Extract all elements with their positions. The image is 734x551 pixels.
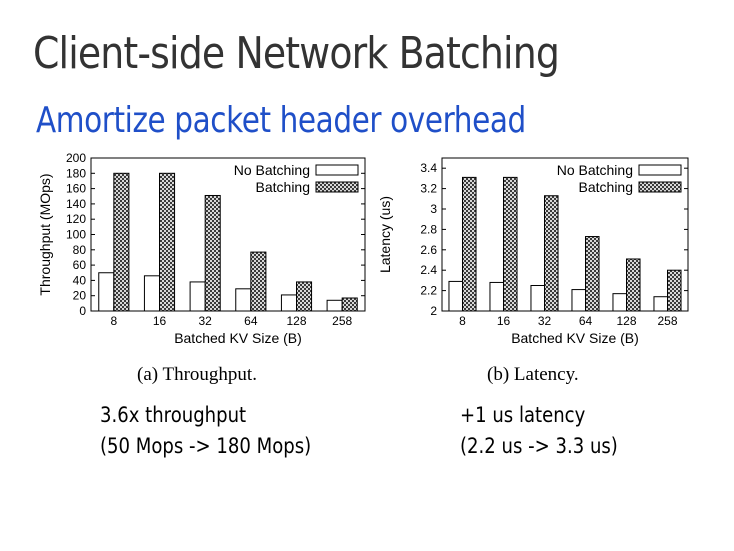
- latency-bar-no-batching: [448, 280, 464, 312]
- latency-ytick-label: 2: [430, 304, 437, 318]
- throughput-callout-line2: (50 Mops -> 180 Mops): [100, 434, 312, 458]
- throughput-bar-no-batching: [235, 288, 252, 312]
- latency-caption: (b) Latency.: [487, 364, 579, 385]
- throughput-callout: 3.6x throughput (50 Mops -> 180 Mops): [100, 400, 311, 462]
- latency-bar-no-batching: [571, 289, 586, 312]
- throughput-ytick-label: 180: [66, 166, 86, 180]
- throughput-bar-no-batching: [189, 281, 206, 312]
- latency-bar-no-batching: [489, 281, 505, 312]
- latency-ytick-label: 3: [430, 202, 437, 216]
- throughput-xtick-label: 32: [198, 314, 212, 328]
- latency-bar-no-batching: [612, 293, 627, 312]
- latency-bar-batching: [462, 176, 477, 312]
- latency-xtick-label: 16: [497, 314, 511, 328]
- latency-ytick-label: 2.4: [420, 263, 437, 277]
- slide-subtitle: Amortize packet header overhead: [36, 100, 526, 141]
- latency-ytick-label: 3.2: [420, 182, 437, 196]
- throughput-bar-no-batching: [98, 272, 115, 312]
- throughput-legend-label: Batching: [256, 179, 310, 195]
- throughput-ytick-label: 20: [73, 289, 87, 303]
- latency-bar-batching: [544, 195, 559, 312]
- throughput-bar-no-batching: [326, 299, 343, 312]
- throughput-y-axis-label: Throughput (MOps): [37, 173, 53, 295]
- latency-xtick-label: 128: [616, 314, 636, 328]
- throughput-bar-batching: [296, 281, 313, 312]
- latency-x-axis-label: Batched KV Size (B): [511, 330, 639, 346]
- latency-bar-no-batching: [530, 285, 545, 312]
- throughput-xtick-label: 128: [286, 314, 306, 328]
- throughput-callout-line1: 3.6x throughput: [100, 403, 247, 427]
- latency-callout: +1 us latency (2.2 us -> 3.3 us): [460, 400, 618, 462]
- latency-xtick-label: 258: [657, 314, 677, 328]
- throughput-ytick-label: 100: [66, 228, 86, 242]
- latency-plot-frame: [441, 157, 689, 312]
- throughput-bar-no-batching: [143, 275, 160, 312]
- throughput-ytick-label: 120: [66, 212, 86, 226]
- throughput-legend-swatch: [315, 164, 359, 176]
- throughput-bar-batching: [341, 297, 358, 312]
- latency-bar-batching: [585, 236, 600, 312]
- latency-chart: 2 2.2 2.4 2.6 2.8 3 3.2 3.4 8 16 32 64 128 258 No Batc…: [377, 157, 689, 346]
- throughput-ytick-label: 80: [73, 243, 87, 257]
- latency-callout-line2: (2.2 us -> 3.3 us): [460, 434, 618, 458]
- throughput-ytick-label: 0: [79, 304, 86, 318]
- throughput-ytick-label: 200: [66, 151, 86, 165]
- throughput-xtick-label: 16: [153, 314, 167, 328]
- latency-bar-no-batching: [653, 296, 668, 312]
- throughput-bar-no-batching: [280, 294, 297, 312]
- throughput-xtick-label: 64: [244, 314, 258, 328]
- latency-legend-swatch: [638, 181, 682, 193]
- latency-ytick-label: 2.6: [420, 243, 437, 257]
- latency-bar-batching: [503, 176, 518, 312]
- latency-xtick-label: 8: [459, 314, 466, 328]
- throughput-plot-frame: [90, 157, 366, 312]
- latency-ytick-label: 2.8: [420, 222, 437, 236]
- throughput-xtick-label: 258: [332, 314, 352, 328]
- latency-bar-batching: [626, 258, 641, 312]
- latency-legend-label: No Batching: [557, 162, 633, 178]
- throughput-legend-swatch: [315, 181, 359, 193]
- throughput-bar-batching: [250, 251, 267, 312]
- latency-callout-line1: +1 us latency: [460, 403, 586, 427]
- latency-ytick-label: 2.2: [420, 284, 437, 298]
- throughput-bar-batching: [204, 194, 221, 312]
- throughput-ytick-label: 140: [66, 197, 86, 211]
- latency-bar-batching: [667, 269, 682, 312]
- latency-xtick-label: 32: [538, 314, 552, 328]
- throughput-bar-batching: [113, 172, 130, 312]
- throughput-bar-batching: [159, 172, 176, 312]
- latency-xtick-label: 64: [579, 314, 593, 328]
- throughput-ytick-label: 160: [66, 182, 86, 196]
- throughput-caption: (a) Throughput.: [137, 364, 257, 385]
- throughput-ytick-label: 40: [73, 273, 87, 287]
- throughput-x-axis-label: Batched KV Size (B): [174, 330, 302, 346]
- throughput-legend-label: No Batching: [234, 162, 310, 178]
- latency-y-axis-label: Latency (us): [377, 196, 393, 273]
- slide-title: Client-side Network Batching: [33, 28, 560, 79]
- throughput-xtick-label: 8: [110, 314, 117, 328]
- throughput-ytick-label: 60: [73, 258, 87, 272]
- latency-ytick-label: 3.4: [420, 161, 437, 175]
- latency-legend-swatch: [638, 164, 682, 176]
- latency-legend-label: Batching: [579, 179, 633, 195]
